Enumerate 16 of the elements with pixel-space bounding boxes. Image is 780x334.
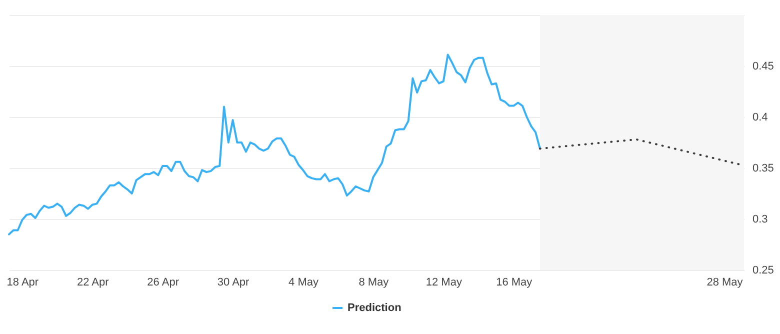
x-tick-label: 8 May [358,276,390,288]
x-tick-label: 26 Apr [147,276,180,288]
x-tick-label: 28 May [706,276,744,288]
x-tick-label: 18 Apr [6,276,39,288]
y-tick-label: 0.3 [752,214,768,226]
x-tick-label: 30 Apr [217,276,250,288]
y-tick-label: 0.45 [752,60,774,72]
y-tick-label: 0.35 [752,162,774,174]
line-series [8,54,541,236]
legend-label: Prediction [348,302,402,314]
y-tick-label: 0.25 [752,264,774,276]
y-tick-label: 0.4 [752,112,768,124]
x-tick-label: 22 Apr [76,276,110,288]
x-tick-label: 12 May [426,276,462,288]
x-tick-label: 16 May [496,276,533,288]
x-tick-label: 4 May [288,276,319,288]
